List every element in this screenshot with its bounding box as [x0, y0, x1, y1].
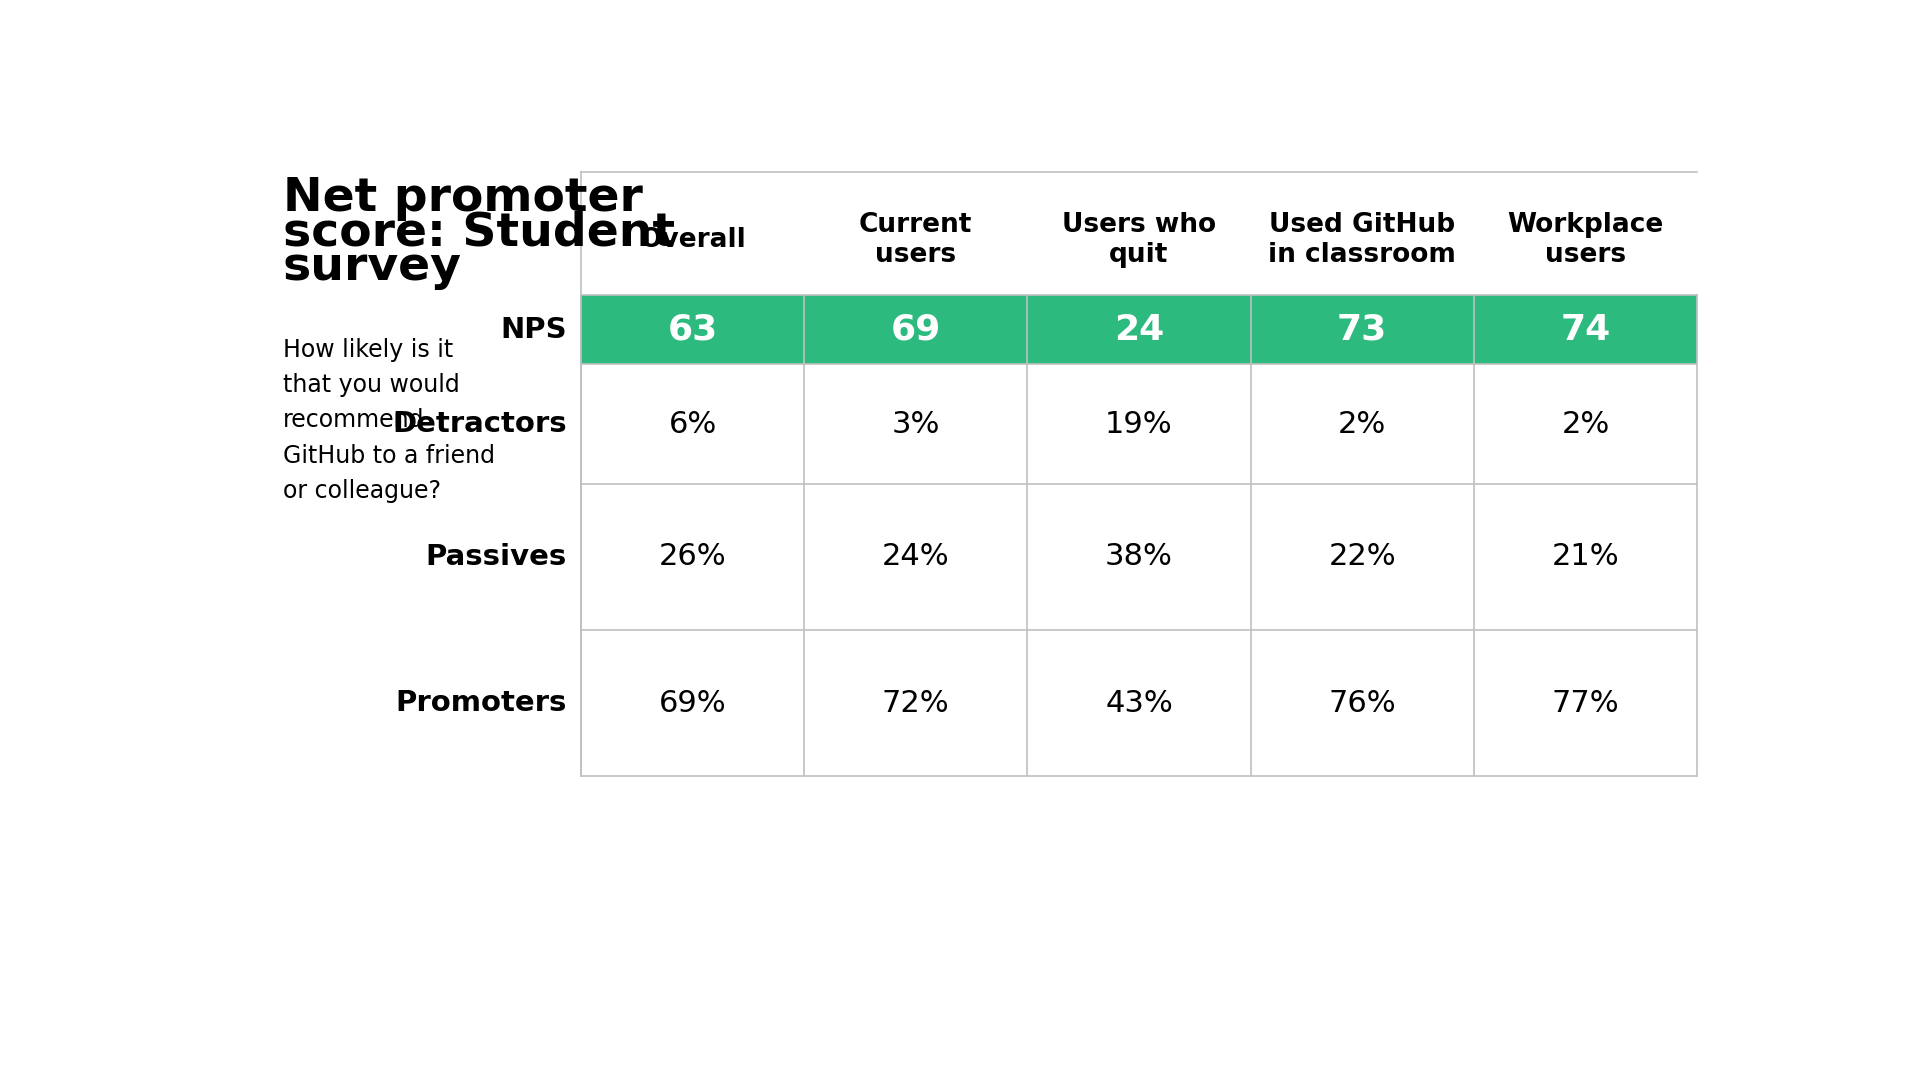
- Text: Used GitHub
in classroom: Used GitHub in classroom: [1269, 212, 1455, 268]
- Text: 6%: 6%: [668, 409, 716, 438]
- Text: 43%: 43%: [1106, 689, 1173, 718]
- Text: 63: 63: [668, 313, 718, 347]
- Text: 24%: 24%: [881, 542, 950, 571]
- Text: 69: 69: [891, 313, 941, 347]
- Text: 69%: 69%: [659, 689, 726, 718]
- Text: Current
users: Current users: [858, 212, 973, 268]
- Text: Passives: Passives: [426, 543, 566, 571]
- Text: Workplace
users: Workplace users: [1507, 212, 1663, 268]
- Text: 2%: 2%: [1561, 409, 1609, 438]
- Text: survey: survey: [282, 245, 461, 291]
- Text: 26%: 26%: [659, 542, 726, 571]
- Text: 77%: 77%: [1551, 689, 1619, 718]
- Text: 19%: 19%: [1106, 409, 1173, 438]
- Text: NPS: NPS: [501, 315, 566, 343]
- Text: score: Student: score: Student: [282, 211, 674, 256]
- Text: 24: 24: [1114, 313, 1164, 347]
- Text: Overall: Overall: [639, 227, 747, 253]
- Text: Promoters: Promoters: [396, 689, 566, 717]
- Text: 72%: 72%: [881, 689, 950, 718]
- Text: 2%: 2%: [1338, 409, 1386, 438]
- Text: How likely is it
that you would
recommend
GitHub to a friend
or colleague?: How likely is it that you would recommen…: [282, 337, 495, 503]
- Text: Detractors: Detractors: [392, 410, 566, 438]
- Text: 21%: 21%: [1551, 542, 1619, 571]
- Text: Users who
quit: Users who quit: [1062, 212, 1215, 268]
- Text: 38%: 38%: [1106, 542, 1173, 571]
- Text: 76%: 76%: [1329, 689, 1396, 718]
- Text: 22%: 22%: [1329, 542, 1396, 571]
- Bar: [582, 295, 1697, 364]
- Text: 3%: 3%: [891, 409, 941, 438]
- Text: 73: 73: [1336, 313, 1388, 347]
- Text: Net promoter: Net promoter: [282, 176, 643, 220]
- Text: 74: 74: [1561, 313, 1611, 347]
